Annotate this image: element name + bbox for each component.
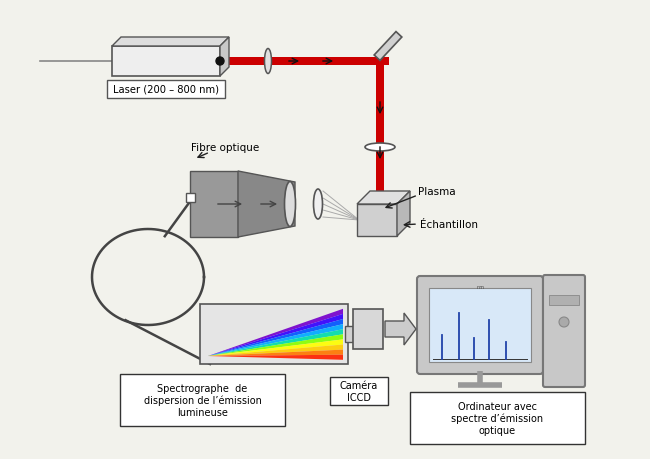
Polygon shape (190, 172, 238, 237)
Text: Caméra
ICCD: Caméra ICCD (340, 381, 378, 402)
Polygon shape (385, 313, 416, 345)
Text: Laser (200 – 800 nm): Laser (200 – 800 nm) (113, 85, 219, 95)
Polygon shape (397, 191, 410, 236)
Ellipse shape (313, 190, 322, 219)
FancyBboxPatch shape (543, 275, 585, 387)
Ellipse shape (365, 144, 395, 151)
Text: Fibre optique: Fibre optique (191, 143, 259, 153)
FancyBboxPatch shape (330, 377, 388, 405)
FancyBboxPatch shape (200, 304, 348, 364)
Polygon shape (208, 330, 343, 356)
Circle shape (216, 58, 224, 66)
Polygon shape (208, 355, 343, 360)
Polygon shape (381, 58, 389, 66)
FancyBboxPatch shape (120, 374, 285, 426)
Text: Plasma: Plasma (418, 187, 456, 196)
Polygon shape (220, 38, 229, 77)
Polygon shape (208, 345, 343, 356)
FancyBboxPatch shape (185, 193, 194, 202)
Polygon shape (208, 335, 343, 356)
Polygon shape (112, 47, 220, 77)
Text: Spectrographe  de
dispersion de l’émission
lumineuse: Spectrographe de dispersion de l’émissio… (144, 383, 261, 417)
Polygon shape (374, 33, 402, 62)
Polygon shape (208, 340, 343, 356)
FancyBboxPatch shape (353, 309, 383, 349)
Polygon shape (208, 319, 343, 356)
Text: Échantillon: Échantillon (420, 219, 478, 230)
FancyBboxPatch shape (345, 326, 353, 342)
Text: Ordinateur avec
spectre d’émission
optique: Ordinateur avec spectre d’émission optiq… (452, 401, 543, 435)
FancyBboxPatch shape (417, 276, 543, 374)
Circle shape (559, 317, 569, 327)
Polygon shape (208, 309, 343, 356)
Polygon shape (112, 38, 229, 47)
Polygon shape (208, 314, 343, 356)
Polygon shape (238, 172, 295, 237)
Polygon shape (208, 325, 343, 356)
Ellipse shape (265, 50, 272, 74)
Polygon shape (357, 205, 397, 236)
Polygon shape (357, 191, 410, 205)
FancyBboxPatch shape (410, 392, 585, 444)
FancyBboxPatch shape (549, 295, 579, 305)
FancyBboxPatch shape (429, 288, 531, 362)
Text: nm: nm (476, 285, 484, 289)
Polygon shape (220, 58, 385, 66)
Polygon shape (208, 350, 343, 356)
Polygon shape (376, 55, 384, 218)
FancyBboxPatch shape (107, 81, 225, 99)
Ellipse shape (285, 182, 296, 227)
